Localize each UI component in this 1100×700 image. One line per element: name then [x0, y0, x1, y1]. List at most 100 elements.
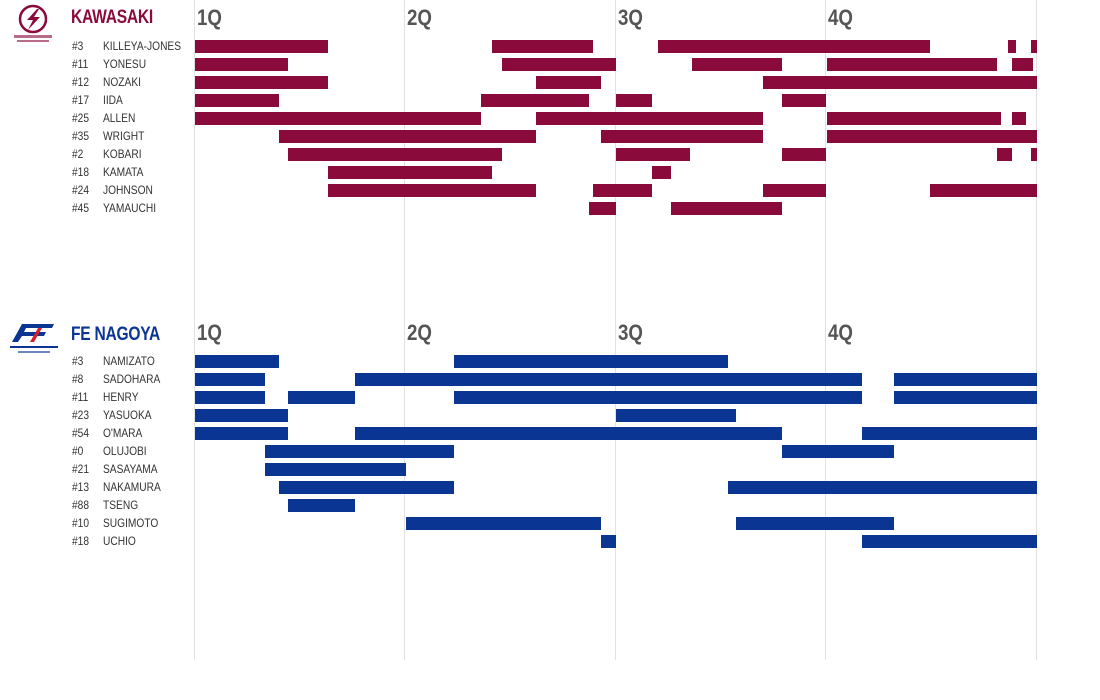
stint-bar [195, 112, 482, 125]
stint-bar [264, 463, 406, 476]
player-name: KOBARI [103, 147, 142, 161]
stint-bar [997, 148, 1012, 161]
player-number: #18 [72, 534, 90, 548]
quarter-label-4q: 4Q [828, 5, 853, 30]
player-name: NOZAKI [103, 75, 141, 89]
player-number: #25 [72, 111, 90, 125]
stint-bar [536, 76, 602, 89]
player-name: WRIGHT [103, 129, 145, 143]
player-number: #12 [72, 75, 90, 89]
player-name: KILLEYA-JONES [103, 39, 182, 53]
stint-bar [287, 499, 355, 512]
player-name: YONESU [103, 57, 147, 71]
kawasaki-logo [10, 4, 56, 44]
player-number: #3 [72, 354, 84, 368]
stint-bar [453, 355, 728, 368]
stint-bar [481, 94, 589, 107]
player-number: #0 [72, 444, 84, 458]
player-name: NAKAMURA [103, 480, 161, 494]
stint-bar [195, 355, 280, 368]
stint-bar [1011, 58, 1033, 71]
quarter-label-2q: 2Q [407, 5, 432, 30]
stint-bar [893, 373, 1037, 386]
stint-bar [502, 58, 616, 71]
stint-bar [651, 166, 671, 179]
stint-bar [826, 58, 997, 71]
stint-bar [327, 166, 492, 179]
player-name: NAMIZATO [103, 354, 155, 368]
player-number: #11 [72, 390, 89, 404]
stint-bar [195, 40, 328, 53]
player-name: ALLEN [103, 111, 136, 125]
player-number: #13 [72, 480, 90, 494]
stint-bar [616, 409, 736, 422]
stint-bar [862, 535, 1037, 548]
stint-bar [405, 517, 602, 530]
player-number: #18 [72, 165, 90, 179]
stint-bar [327, 184, 536, 197]
stint-bar [1007, 40, 1016, 53]
stint-bar [355, 373, 863, 386]
quarter-label-3q: 3Q [618, 5, 643, 30]
gridline-q4 [825, 0, 826, 660]
stint-bar [691, 58, 783, 71]
stint-bar [195, 58, 288, 71]
gridline-end [1036, 0, 1037, 660]
stint-bar [195, 76, 328, 89]
player-number: #3 [72, 39, 84, 53]
player-number: #24 [72, 183, 90, 197]
stint-bar [763, 184, 827, 197]
player-name: KAMATA [103, 165, 144, 179]
team-name-kawasaki: KAWASAKI [71, 7, 153, 28]
stint-bar [826, 130, 1037, 143]
player-number: #88 [72, 498, 90, 512]
player-number: #17 [72, 93, 90, 107]
team-name-fe-nagoya: FE NAGOYA [71, 324, 160, 345]
stint-bar [601, 130, 764, 143]
player-number: #11 [72, 57, 89, 71]
stint-bar [195, 373, 265, 386]
player-name: TSENG [103, 498, 139, 512]
stint-bar [601, 535, 616, 548]
stint-bar [727, 481, 1037, 494]
quarter-label-2q: 2Q [407, 320, 432, 345]
stint-bar [736, 517, 894, 530]
stint-bar [616, 148, 690, 161]
stint-bar [1030, 148, 1037, 161]
player-name: O'MARA [103, 426, 143, 440]
player-number: #35 [72, 129, 90, 143]
gridline-q3 [615, 0, 616, 660]
player-name: HENRY [103, 390, 139, 404]
stint-bar [355, 427, 783, 440]
stint-bar [893, 391, 1037, 404]
stint-bar [782, 94, 827, 107]
stint-bar [782, 148, 827, 161]
player-number: #8 [72, 372, 84, 386]
stint-bar [195, 427, 288, 440]
player-name: SADOHARA [103, 372, 161, 386]
quarter-label-1q: 1Q [197, 320, 222, 345]
stint-bar [862, 427, 1037, 440]
player-name: YASUOKA [103, 408, 152, 422]
stint-bar [264, 445, 454, 458]
quarter-label-1q: 1Q [197, 5, 222, 30]
stint-bar [592, 184, 652, 197]
stint-bar [588, 202, 616, 215]
stint-bar [929, 184, 1037, 197]
stint-bar [195, 391, 265, 404]
stint-bar [1011, 112, 1027, 125]
player-name: OLUJOBI [103, 444, 147, 458]
player-name: UCHIO [103, 534, 136, 548]
player-number: #21 [72, 462, 90, 476]
quarter-label-3q: 3Q [618, 320, 643, 345]
player-number: #54 [72, 426, 90, 440]
stint-bar [195, 94, 280, 107]
player-number: #45 [72, 201, 90, 215]
fe-nagoya-logo [8, 320, 60, 356]
stint-bar [782, 445, 894, 458]
player-name: SUGIMOTO [103, 516, 159, 530]
stint-bar [287, 391, 355, 404]
stint-bar [195, 409, 288, 422]
stint-bar [453, 391, 863, 404]
